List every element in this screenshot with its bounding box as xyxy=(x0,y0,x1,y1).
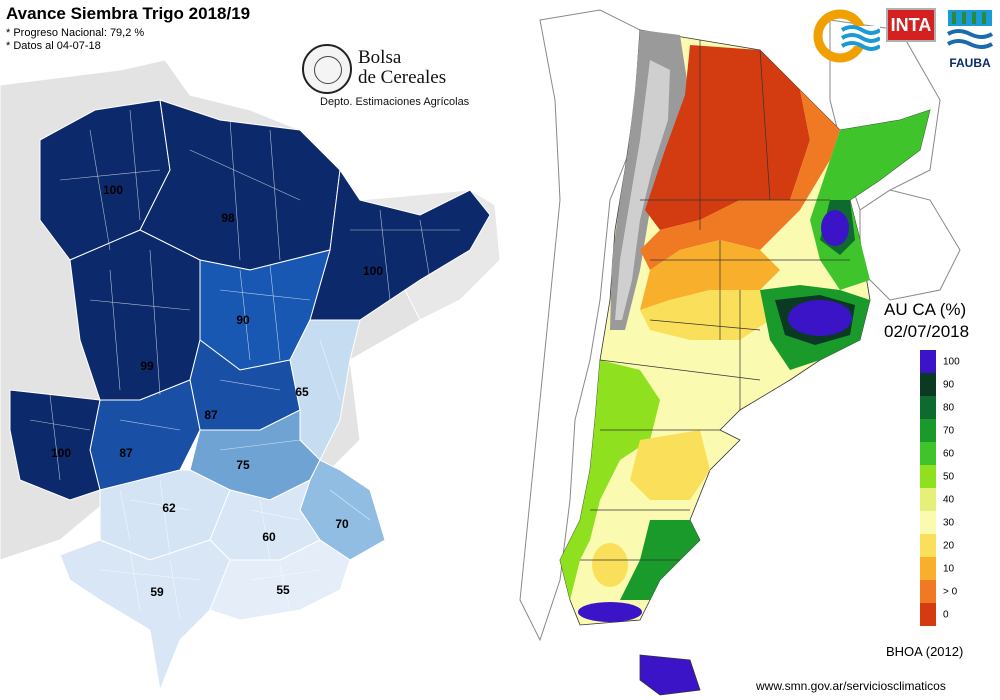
map-title: Avance Siembra Trigo 2018/19 xyxy=(6,4,251,23)
legend-swatch xyxy=(920,373,936,396)
zone-label: 87 xyxy=(119,446,133,460)
legend-tick-label: 60 xyxy=(943,448,955,459)
legend-tick-label: 30 xyxy=(943,517,955,528)
legend-tick-label: 100 xyxy=(943,356,960,367)
neighbor-country-right-3 xyxy=(859,189,961,301)
soil-moisture-field xyxy=(559,29,931,696)
saturated-tierra xyxy=(578,602,642,622)
national-progress-note: * Progreso Nacional: 79,2 % xyxy=(6,27,145,39)
bolsa-de-cereales-logo: Bolsa de Cereales Depto. Estimaciones Ag… xyxy=(302,44,497,114)
zone-59 xyxy=(59,539,231,692)
legend-tick-label: 90 xyxy=(943,379,955,390)
zone-label: 70 xyxy=(335,517,349,531)
bolsa-department: Depto. Estimaciones Agrícolas xyxy=(320,96,470,108)
legend-swatch xyxy=(920,580,936,603)
legend-swatch xyxy=(920,350,936,373)
zone-55 xyxy=(209,539,351,621)
dry-spot-south xyxy=(592,543,628,587)
zone-label: 100 xyxy=(102,183,124,197)
zone-far-west-100 xyxy=(9,389,101,501)
legend-tick-label: 40 xyxy=(943,494,955,505)
moisture-10-zone xyxy=(640,240,780,310)
legend-swatch xyxy=(920,488,936,511)
zone-label: 99 xyxy=(140,359,154,373)
legend-swatch xyxy=(920,442,936,465)
bolsa-name-line1: Bolsa xyxy=(358,47,402,68)
legend-tick-label: 80 xyxy=(943,402,955,413)
fauba-logo-text: FAUBA xyxy=(949,56,991,70)
zone-label: 59 xyxy=(150,585,164,599)
bolsa-seal-icon xyxy=(302,44,352,94)
legend-tick-label: 70 xyxy=(943,425,955,436)
bolsa-name-line2: de Cereales xyxy=(358,67,447,88)
legend-color-bar xyxy=(920,350,936,626)
legend-title: AU CA (%) xyxy=(884,300,967,319)
legend-swatch xyxy=(920,557,936,580)
district-borders-left xyxy=(29,109,460,621)
data-date-note: * Datos al 04-07-18 xyxy=(6,40,101,52)
zone-label: 65 xyxy=(295,385,309,399)
legend-tick-label: > 0 xyxy=(943,586,958,597)
legend-swatch xyxy=(920,511,936,534)
zone-label: 62 xyxy=(162,501,176,515)
zone-label: 90 xyxy=(236,313,250,327)
zone-label: 98 xyxy=(221,211,235,225)
andes-highlight xyxy=(615,60,670,320)
zone-label: 100 xyxy=(50,446,72,460)
saturated-east xyxy=(788,300,852,336)
zone-label: 87 xyxy=(204,408,218,422)
legend-swatch xyxy=(920,603,936,626)
province-borders-right xyxy=(580,40,850,561)
moisture-20-zone xyxy=(640,290,770,340)
legend-tick-label: 50 xyxy=(943,471,955,482)
dry-zone-orange xyxy=(640,90,840,270)
legend-tick-label: 10 xyxy=(943,563,955,574)
inta-logo-text: INTA xyxy=(886,8,936,42)
fauba-logo: FAUBA xyxy=(942,4,998,70)
zone-label: 75 xyxy=(236,458,250,472)
saturated-ne xyxy=(821,210,849,246)
legend-tick-label: 0 xyxy=(943,609,949,620)
zone-label: 60 xyxy=(262,530,276,544)
zone-label: 55 xyxy=(276,583,290,597)
source-url: www.smn.gov.ar/serviciosclimaticos xyxy=(756,679,946,693)
legend-swatch xyxy=(920,465,936,488)
patagonia-yellow xyxy=(630,430,710,500)
smn-logo xyxy=(812,4,882,68)
legend-swatch xyxy=(920,534,936,557)
legend-source: BHOA (2012) xyxy=(886,644,964,659)
legend-swatch xyxy=(920,396,936,419)
zone-label: 100 xyxy=(362,264,384,278)
legend-swatch xyxy=(920,419,936,442)
tierra-del-fuego xyxy=(639,654,701,696)
legend-tick-label: 20 xyxy=(943,540,955,551)
legend-date: 02/07/2018 xyxy=(884,322,970,341)
patagonia-green xyxy=(560,360,660,600)
inta-logo: INTA xyxy=(884,4,938,68)
